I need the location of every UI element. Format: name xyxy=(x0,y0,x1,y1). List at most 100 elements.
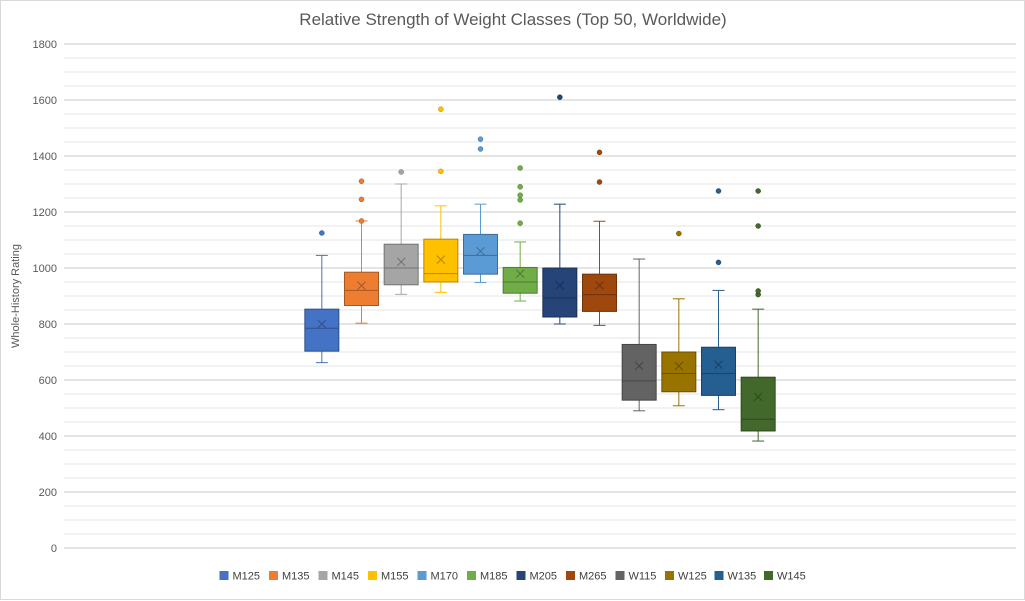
interquartile-box xyxy=(502,266,538,294)
interquartile-box xyxy=(542,267,578,318)
y-axis-title: Whole-History Rating xyxy=(10,244,22,348)
legend-item-m135: M135 xyxy=(269,571,310,583)
legend-swatch xyxy=(516,571,526,580)
interquartile-box xyxy=(582,273,617,312)
interquartile-box xyxy=(304,308,340,352)
outlier-point xyxy=(358,178,365,184)
legend-swatch xyxy=(467,571,476,580)
interquartile-box xyxy=(344,271,379,307)
legend-item-m205: M205 xyxy=(516,571,558,583)
box-w125 xyxy=(661,230,697,407)
legend-swatch xyxy=(368,571,377,580)
legend-item-m170: M170 xyxy=(417,571,459,583)
outlier-point xyxy=(755,288,761,294)
legend-label: M125 xyxy=(233,571,261,583)
legend-swatch xyxy=(417,571,427,580)
mean-marker xyxy=(396,257,406,267)
legend-label: W115 xyxy=(629,571,657,583)
legend-swatch xyxy=(615,571,625,580)
outlier-point xyxy=(438,106,444,112)
outlier-point xyxy=(517,192,523,198)
y-tick-label: 800 xyxy=(39,319,57,331)
y-tick-label: 1600 xyxy=(33,95,57,107)
legend-item-w125: W125 xyxy=(665,571,707,583)
mean-marker xyxy=(357,281,366,290)
legend-label: M155 xyxy=(381,571,409,583)
outlier-point xyxy=(517,184,523,190)
mean-marker xyxy=(476,246,485,256)
outlier-point xyxy=(755,188,761,194)
legend-label: M185 xyxy=(480,571,508,583)
legend-item-w115: W115 xyxy=(615,571,657,583)
outlier-point xyxy=(596,149,603,156)
interquartile-box xyxy=(463,233,498,275)
box-m135 xyxy=(344,178,379,324)
mean-marker xyxy=(317,319,327,329)
mean-marker xyxy=(515,269,525,278)
outlier-point xyxy=(358,218,365,224)
boxes xyxy=(304,94,776,442)
legend-item-m145: M145 xyxy=(318,571,360,583)
outlier-point xyxy=(398,169,404,175)
legend-item-m265: M265 xyxy=(566,571,607,583)
legend-swatch xyxy=(714,571,724,580)
legend-item-m125: M125 xyxy=(219,571,261,583)
y-tick-label: 0 xyxy=(51,543,57,555)
legend-item-m185: M185 xyxy=(467,571,508,583)
box-w115 xyxy=(621,258,657,412)
y-tick-label: 200 xyxy=(39,487,57,499)
outlier-point xyxy=(755,223,761,229)
mean-marker xyxy=(674,361,684,371)
mean-marker xyxy=(555,281,565,290)
y-tick-label: 1000 xyxy=(33,263,57,275)
outlier-point xyxy=(477,136,484,142)
y-tick-label: 1200 xyxy=(33,207,57,219)
y-tick-label: 600 xyxy=(39,375,57,387)
outlier-point xyxy=(517,220,523,226)
interquartile-box xyxy=(740,376,776,432)
legend-label: W125 xyxy=(678,571,707,583)
mean-marker xyxy=(634,361,644,371)
interquartile-box xyxy=(383,243,419,286)
legend-label: M170 xyxy=(431,571,459,583)
legend: M125 M135 M145 M155 M170 M185 M205 M265 W115 W125… xyxy=(219,571,806,583)
mean-marker xyxy=(753,392,763,402)
legend-swatch xyxy=(566,571,575,580)
box-m185 xyxy=(502,165,538,302)
legend-item-w135: W135 xyxy=(714,571,757,583)
box-m145 xyxy=(383,169,419,295)
legend-label: M145 xyxy=(332,571,360,583)
box-m125 xyxy=(304,230,340,364)
legend-label: M135 xyxy=(282,571,310,583)
chart-title: Relative Strength of Weight Classes (Top… xyxy=(299,10,726,29)
interquartile-box xyxy=(423,238,459,283)
box-m205 xyxy=(542,94,578,325)
legend-swatch xyxy=(219,571,229,580)
interquartile-box xyxy=(621,343,657,401)
y-tick-label: 400 xyxy=(39,431,57,443)
outlier-point xyxy=(358,196,365,203)
box-m170 xyxy=(463,136,498,284)
outlier-point xyxy=(438,168,444,175)
mean-marker xyxy=(595,281,604,290)
legend-label: M205 xyxy=(530,571,558,583)
legend-item-w145: W145 xyxy=(764,571,806,583)
outlier-point xyxy=(676,230,682,237)
box-w135 xyxy=(701,188,736,411)
legend-label: W135 xyxy=(728,571,757,583)
interquartile-box xyxy=(661,351,697,393)
y-axis-ticks: 0 200 400 600 800 1000 1200 1400 1600 1800 xyxy=(33,39,57,555)
gridlines xyxy=(64,43,1016,549)
box-m265 xyxy=(582,149,617,326)
legend-label: M265 xyxy=(579,571,607,583)
y-tick-label: 1400 xyxy=(33,151,57,163)
outlier-point xyxy=(557,94,563,100)
legend-label: W145 xyxy=(777,571,806,583)
legend-swatch xyxy=(764,571,773,580)
box-w145 xyxy=(740,188,776,442)
mean-marker xyxy=(436,255,446,264)
outlier-point xyxy=(477,146,484,152)
interquartile-box xyxy=(701,346,736,396)
